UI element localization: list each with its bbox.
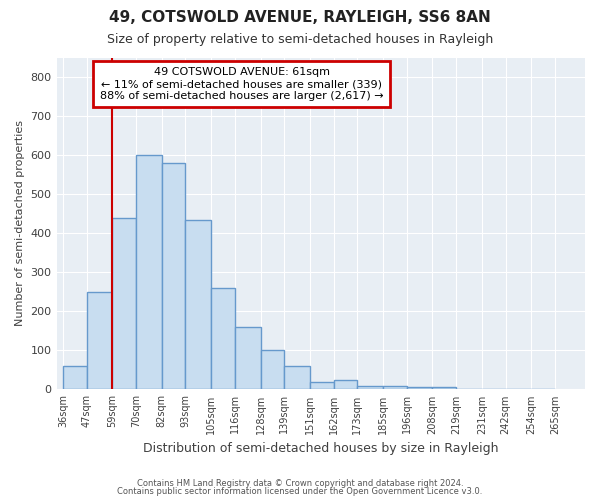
X-axis label: Distribution of semi-detached houses by size in Rayleigh: Distribution of semi-detached houses by … — [143, 442, 499, 455]
Text: Contains HM Land Registry data © Crown copyright and database right 2024.: Contains HM Land Registry data © Crown c… — [137, 478, 463, 488]
Text: Contains public sector information licensed under the Open Government Licence v3: Contains public sector information licen… — [118, 487, 482, 496]
Bar — [383, 386, 407, 390]
Y-axis label: Number of semi-detached properties: Number of semi-detached properties — [15, 120, 25, 326]
Bar — [235, 327, 260, 390]
Bar — [260, 350, 284, 390]
Bar — [136, 155, 162, 390]
Text: Size of property relative to semi-detached houses in Rayleigh: Size of property relative to semi-detach… — [107, 32, 493, 46]
Bar — [211, 288, 235, 390]
Bar — [162, 163, 185, 390]
Bar — [407, 388, 433, 390]
Bar — [433, 388, 456, 390]
Bar — [334, 380, 357, 390]
Bar — [310, 382, 334, 390]
Text: 49 COTSWOLD AVENUE: 61sqm
← 11% of semi-detached houses are smaller (339)
88% of: 49 COTSWOLD AVENUE: 61sqm ← 11% of semi-… — [100, 68, 383, 100]
Text: 49, COTSWOLD AVENUE, RAYLEIGH, SS6 8AN: 49, COTSWOLD AVENUE, RAYLEIGH, SS6 8AN — [109, 10, 491, 25]
Bar — [63, 366, 86, 390]
Bar — [86, 292, 112, 390]
Bar — [284, 366, 310, 390]
Bar — [185, 220, 211, 390]
Bar — [357, 386, 383, 390]
Bar — [112, 218, 136, 390]
